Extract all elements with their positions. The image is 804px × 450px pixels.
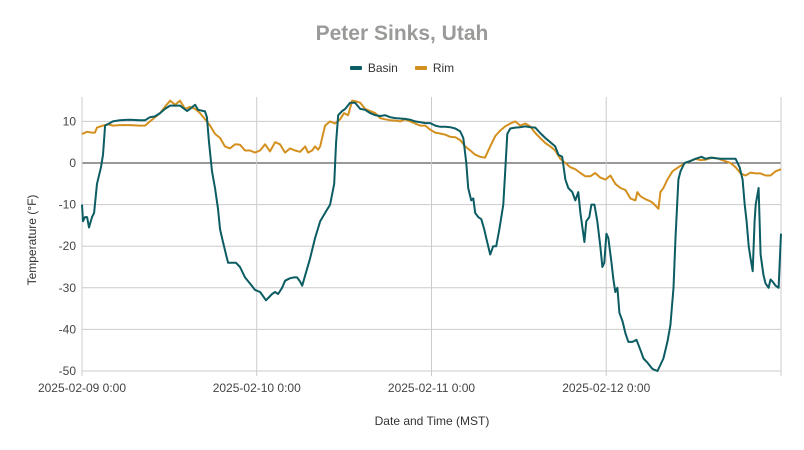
x-axis-ticks: 2025-02-09 0:00 2025-02-10 0:00 2025-02-11… xyxy=(38,381,651,395)
y-axis-label: Temperature (°F) xyxy=(25,194,39,286)
x-tick-label: 2025-02-12 0:00 xyxy=(562,381,650,395)
data-series xyxy=(81,99,782,372)
series-line-basin xyxy=(81,101,782,372)
y-tick-label: -50 xyxy=(59,364,77,378)
legend-swatch-basin-icon xyxy=(349,66,362,70)
x-tick-label: 2025-02-10 0:00 xyxy=(213,381,301,395)
x-tick-label: 2025-02-09 0:00 xyxy=(38,381,126,395)
legend-item-basin[interactable]: Basin xyxy=(349,61,398,75)
y-tick-label: -10 xyxy=(59,198,77,212)
legend-swatch-rim-icon xyxy=(414,66,427,70)
x-tick-label: 2025-02-11 0:00 xyxy=(388,381,476,395)
legend: Basin Rim xyxy=(0,61,804,75)
y-axis-ticks: 10 0 -10 -20 -30 -40 -50 xyxy=(59,114,77,378)
y-tick-label: -30 xyxy=(59,281,77,295)
legend-label-rim: Rim xyxy=(432,61,455,75)
legend-label-basin: Basin xyxy=(367,61,398,75)
legend-item-rim[interactable]: Rim xyxy=(414,61,455,75)
y-tick-label: 0 xyxy=(69,156,76,170)
series-line-rim xyxy=(81,99,782,210)
gridlines xyxy=(81,97,782,376)
y-tick-label: -40 xyxy=(59,322,77,336)
y-tick-label: 10 xyxy=(63,114,77,128)
y-tick-label: -20 xyxy=(59,239,77,253)
x-axis-label: Date and Time (MST) xyxy=(374,414,490,428)
chart-title: Peter Sinks, Utah xyxy=(315,22,489,45)
